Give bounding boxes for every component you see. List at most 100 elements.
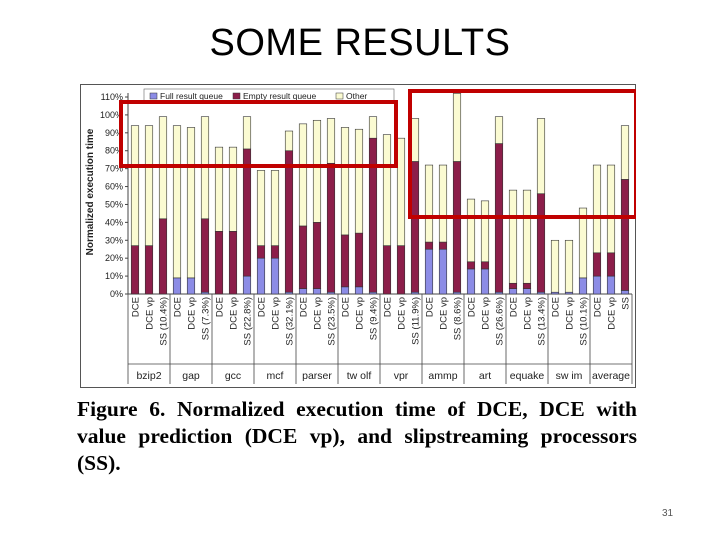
bar-segment	[396, 137, 406, 246]
bar-segment	[368, 116, 378, 139]
legend-swatch	[335, 92, 344, 100]
bar-label: DCE	[299, 297, 310, 317]
bar-segment	[172, 277, 182, 295]
bar-segment	[522, 282, 532, 289]
y-axis-label: Normalized execution time	[85, 128, 96, 255]
legend-label: Empty result queue	[243, 91, 317, 101]
bar-segment	[382, 245, 392, 295]
bar-label: DCE vp	[397, 297, 408, 330]
bar-segment	[536, 193, 546, 293]
y-tick-label: 110%	[101, 92, 123, 102]
y-tick-label: 0%	[110, 289, 123, 299]
legend-label: Full result queue	[160, 91, 223, 101]
bar-label: DCE vp	[145, 297, 156, 330]
bar-label: DCE vp	[187, 297, 198, 330]
bar-segment	[480, 261, 490, 270]
bar-label: DCE	[131, 297, 142, 317]
bar-segment	[438, 164, 448, 243]
bar-segment	[508, 189, 518, 284]
bar-segment	[354, 232, 364, 288]
group-label: average	[592, 370, 630, 382]
bar-segment	[270, 170, 280, 246]
slide-number: 31	[662, 508, 674, 519]
bar-label: DCE	[425, 297, 436, 317]
bar-segment	[466, 198, 476, 263]
bar-label: DCE vp	[565, 297, 576, 330]
y-tick-label: 100%	[100, 110, 123, 120]
bar-segment	[466, 268, 476, 295]
bar-segment	[284, 150, 294, 293]
bar-segment	[522, 189, 532, 284]
y-tick-label: 10%	[105, 271, 123, 281]
bar-segment	[242, 148, 252, 277]
bar-label: DCE vp	[229, 297, 240, 330]
bar-segment	[410, 161, 420, 293]
bar-segment	[382, 134, 392, 246]
bar-segment	[368, 137, 378, 293]
bar-segment	[424, 164, 434, 243]
bar-segment	[592, 252, 602, 277]
bar-segment	[480, 268, 490, 295]
bar-segment	[424, 241, 434, 250]
bar-label: SS (10.1%)	[579, 297, 590, 346]
group-label: vpr	[394, 370, 409, 382]
bar-segment	[494, 116, 504, 144]
bar-label: DCE	[383, 297, 394, 317]
bar-label: DCE	[551, 297, 562, 317]
bar-segment	[424, 248, 434, 295]
bar-segment	[312, 288, 322, 295]
highlight-box-left	[119, 100, 398, 168]
bar-segment	[550, 239, 560, 293]
bar-segment	[354, 286, 364, 295]
bar-segment	[256, 170, 266, 246]
y-tick-label: 80%	[105, 146, 123, 156]
bar-label: SS (26.6%)	[495, 297, 506, 346]
group-label: parser	[302, 370, 332, 382]
bar-segment	[578, 277, 588, 295]
bar-segment	[508, 288, 518, 295]
bar-segment	[578, 207, 588, 279]
bar-segment	[312, 119, 322, 223]
bar-label: DCE	[467, 297, 478, 317]
bar-segment	[354, 128, 364, 234]
bar-segment	[298, 288, 308, 295]
bar-segment	[130, 245, 140, 295]
bar-segment	[284, 130, 294, 152]
bar-segment	[536, 118, 546, 195]
bar-label: DCE vp	[523, 297, 534, 330]
bar-label: DCE vp	[481, 297, 492, 330]
bar-segment	[200, 218, 210, 293]
bar-segment	[298, 123, 308, 227]
bar-label: DCE vp	[271, 297, 282, 330]
bar-label: DCE vp	[355, 297, 366, 330]
y-tick-label: 60%	[105, 182, 123, 192]
bar-segment	[606, 164, 616, 254]
bar-segment	[186, 127, 196, 279]
bar-segment	[452, 93, 462, 162]
bar-segment	[340, 127, 350, 236]
bar-segment	[214, 231, 224, 295]
chart-figure: Normalized execution time 0% 10% 20% 30% 40%…	[80, 84, 638, 388]
bar-segment	[606, 252, 616, 277]
bar-label: DCE	[215, 297, 226, 317]
bar-label: DCE	[593, 297, 604, 317]
y-tick-label: 90%	[105, 128, 123, 138]
bar-segment	[340, 286, 350, 295]
bar-label: SS (9.4%)	[369, 297, 380, 340]
bar-segment	[452, 161, 462, 293]
group-label: gap	[182, 370, 200, 382]
bar-segment	[312, 222, 322, 289]
bar-segment	[522, 288, 532, 295]
bar-segment	[620, 290, 630, 295]
bar-segment	[592, 164, 602, 254]
bar-label: SS (10.4%)	[159, 297, 170, 346]
bar-segment	[564, 239, 574, 293]
bar-label: SS	[621, 297, 632, 310]
legend-swatch	[232, 92, 241, 100]
bar-segment	[270, 257, 280, 295]
bar-segment	[270, 245, 280, 259]
y-tick-label: 70%	[105, 164, 123, 174]
bar-segment	[228, 231, 238, 295]
bar-segment	[326, 118, 336, 164]
bar-segment	[256, 257, 266, 295]
